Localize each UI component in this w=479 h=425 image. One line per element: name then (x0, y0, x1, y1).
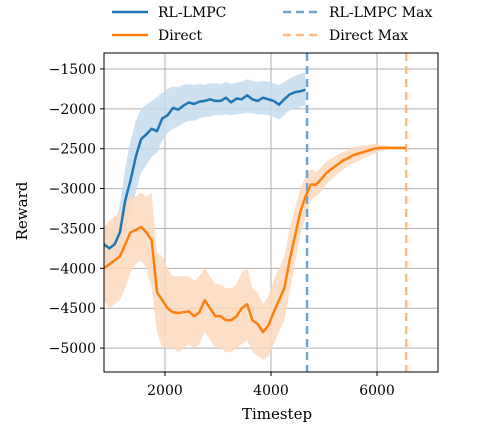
x-axis-label: Timestep (242, 405, 312, 423)
y-tick-label: −2500 (49, 142, 96, 158)
legend: RL-LMPC Direct RL-LMPC Max Direct Max (112, 5, 432, 44)
band-rl-lmpc (104, 72, 306, 269)
x-tick-label: 2000 (147, 383, 183, 399)
y-tick-label: −1500 (49, 62, 96, 78)
data-layer (104, 53, 408, 372)
band-direct (104, 143, 407, 360)
y-tick-label: −4000 (49, 261, 96, 277)
legend-label-direct: Direct (158, 28, 203, 44)
y-axis-label: Reward (13, 181, 31, 240)
legend-label-direct-max: Direct Max (329, 28, 408, 44)
legend-label-rl-lmpc-max: RL-LMPC Max (329, 5, 432, 21)
y-tick-label: −2000 (49, 102, 96, 118)
y-tick-label: −3000 (49, 182, 96, 198)
plot-area: 2000 4000 6000 −1500 −2000 −2500 −3000 −3500 −40… (49, 52, 439, 399)
y-tick-label: −3500 (49, 221, 96, 237)
x-tick-label: 6000 (359, 383, 395, 399)
line-rl-lmpc (104, 88, 306, 250)
y-tick-label: −4500 (49, 301, 96, 317)
legend-label-rl-lmpc: RL-LMPC (158, 5, 226, 21)
line-direct (104, 146, 407, 334)
y-tick-label: −5000 (49, 341, 96, 357)
x-tick-label: 4000 (253, 383, 289, 399)
